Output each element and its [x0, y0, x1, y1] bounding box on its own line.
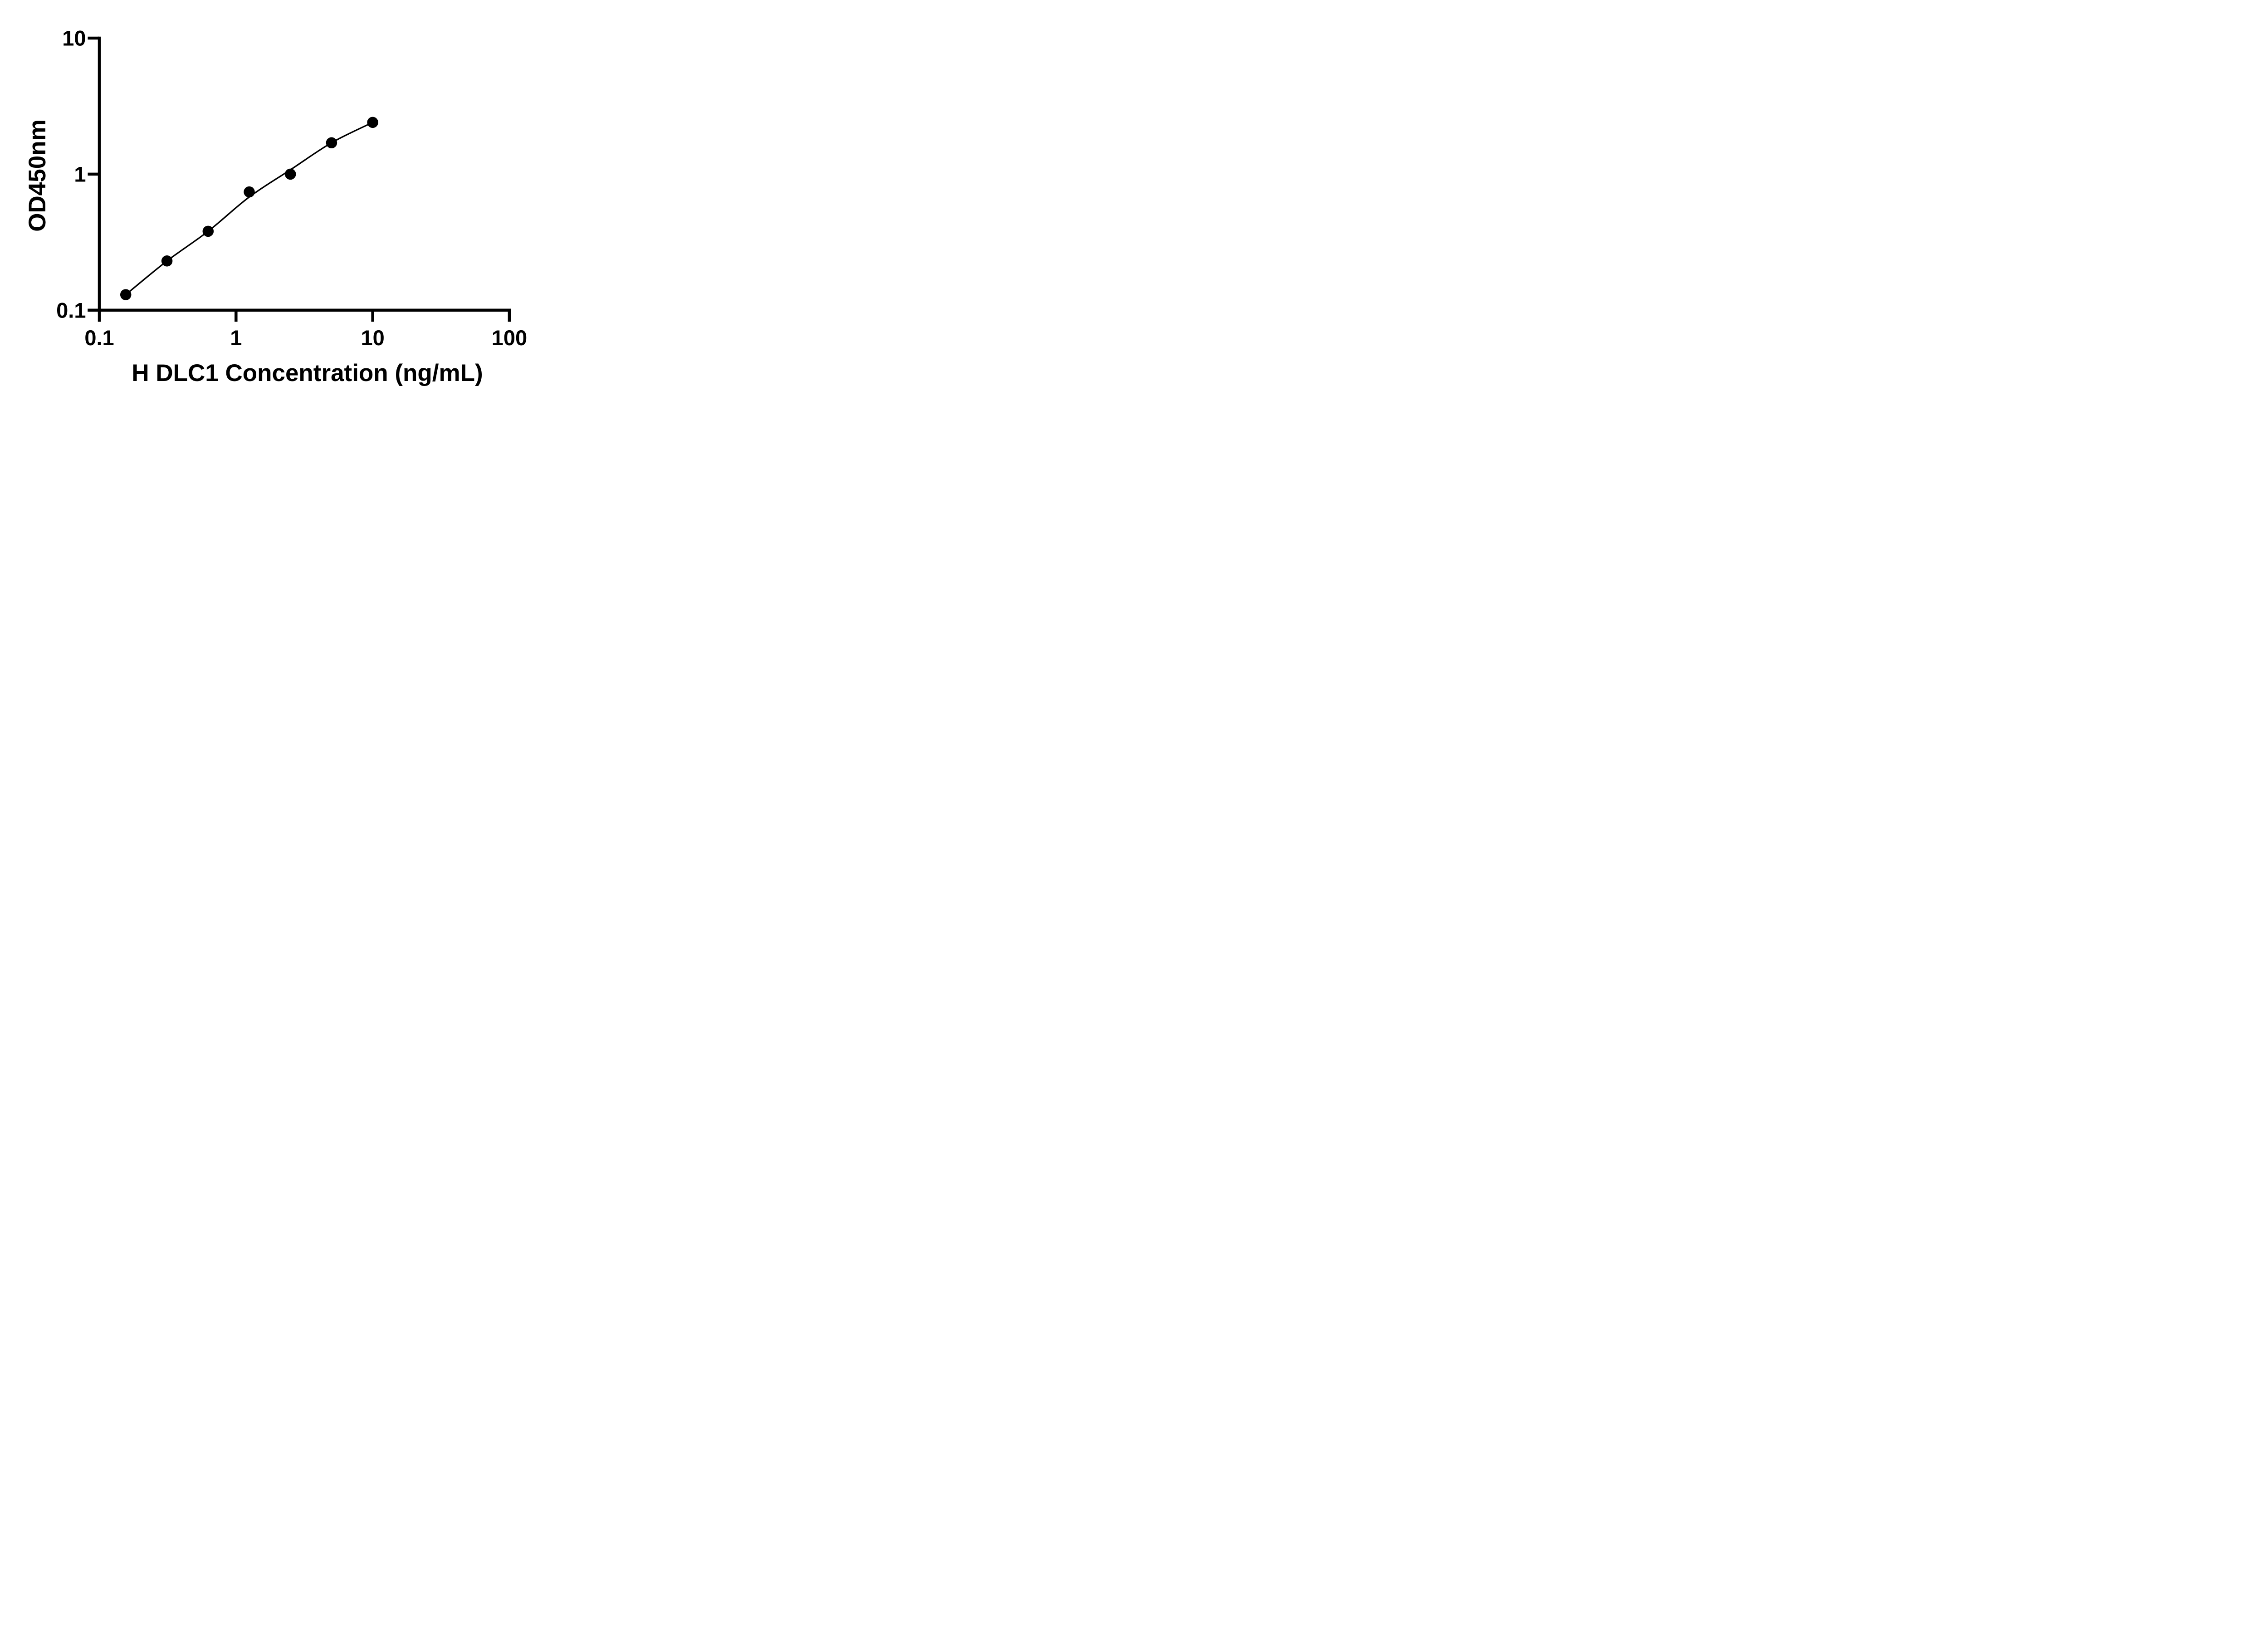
data-point-1.25ng-ml	[244, 186, 255, 198]
x-axis-title: H DLC1 Concentration (ng/mL)	[132, 360, 483, 386]
axes: 0.1 1 10 100 10 1 0.1	[56, 26, 527, 350]
data-points	[120, 117, 378, 300]
y-ticks	[88, 36, 99, 312]
data-point-2.5ng-ml	[284, 168, 296, 180]
elisa-standard-curve-figure: 0.1 1 10 100 10 1 0.1 H DLC1 Concentration (n…	[0, 0, 570, 408]
y-tick-labels: 10 1 0.1	[56, 26, 86, 323]
data-point-0.625ng-ml	[202, 225, 214, 237]
x-tick-label-1: 1	[230, 326, 242, 350]
y-tick-label-1: 1	[74, 162, 86, 186]
chart-canvas: 0.1 1 10 100 10 1 0.1 H DLC1 Concentration (n…	[0, 0, 570, 408]
x-ticks	[98, 310, 511, 322]
x-tick-label-100: 100	[492, 326, 527, 350]
data-point-0.3125ng-ml	[161, 255, 173, 267]
x-tick-label-10: 10	[361, 326, 384, 350]
data-point-10ng-ml	[367, 117, 378, 128]
data-point-5ng-ml	[326, 137, 337, 149]
x-tick-label-0.1: 0.1	[84, 326, 114, 350]
fit-curve	[125, 122, 373, 295]
y-tick-label-0.1: 0.1	[56, 298, 86, 322]
x-tick-labels: 0.1 1 10 100	[84, 326, 527, 350]
y-tick-label-10: 10	[62, 26, 86, 50]
data-point-0.156ng-ml	[120, 289, 132, 300]
y-axis-title: OD450nm	[24, 119, 51, 231]
